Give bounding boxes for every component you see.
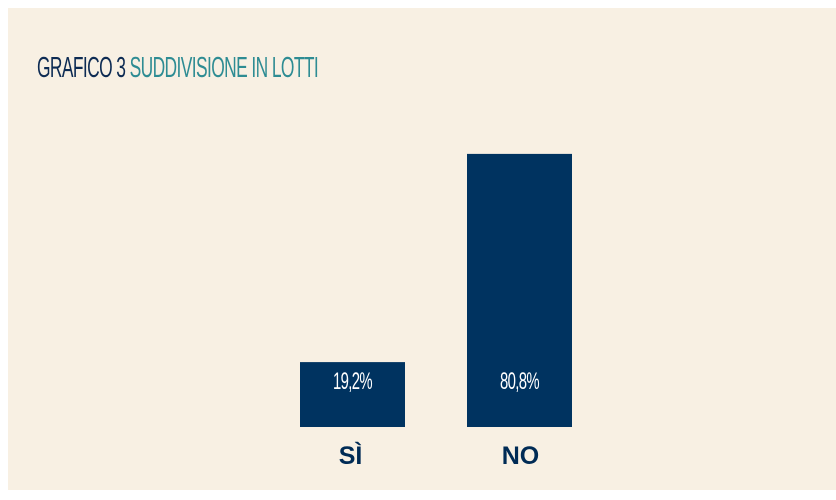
chart-title-text: SUDDIVISIONE IN LOTTI [129,52,319,84]
bar-1 [300,362,405,427]
category-label-2: NO [502,442,540,470]
category-label-1: SÌ [339,441,363,470]
chart-title-prefix: GRAFICO 3 [37,52,126,84]
bar-value-label-1: 19,2% [333,369,373,395]
bar-2 [467,153,572,427]
chart-panel [8,8,836,490]
bar-value-label-2: 80,8% [500,369,540,395]
chart-title: GRAFICO 3 SUDDIVISIONE IN LOTTI [37,50,319,86]
